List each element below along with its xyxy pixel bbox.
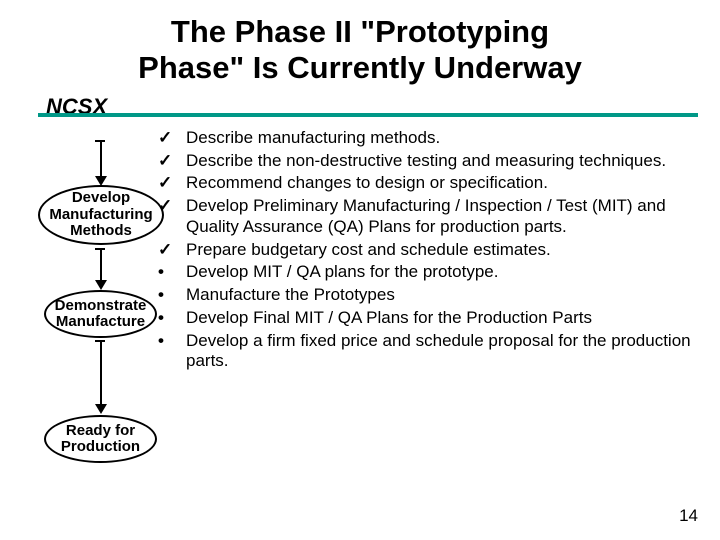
arrow-head-3 xyxy=(95,404,107,414)
slide-title: The Phase II "Prototyping Phase" Is Curr… xyxy=(0,0,720,85)
bullet-text: Prepare budgetary cost and schedule esti… xyxy=(186,240,694,261)
bullet-item: ✓Describe manufacturing methods. xyxy=(158,128,694,149)
bullet-text: Recommend changes to design or specifica… xyxy=(186,173,694,194)
flow-node-2: DemonstrateManufacture xyxy=(44,290,157,338)
bullet-text: Manufacture the Prototypes xyxy=(186,285,694,306)
bullet-text: Develop Preliminary Manufacturing / Insp… xyxy=(186,196,694,237)
bullet-text: Develop a firm fixed price and schedule … xyxy=(186,331,694,372)
bullet-item: ✓Describe the non-destructive testing an… xyxy=(158,151,694,172)
bullet-item: •Develop a firm fixed price and schedule… xyxy=(158,331,694,372)
bullet-item: •Manufacture the Prototypes xyxy=(158,285,694,306)
check-icon: ✓ xyxy=(158,128,186,149)
bullet-item: ✓Recommend changes to design or specific… xyxy=(158,173,694,194)
title-line-2: Phase" Is Currently Underway xyxy=(0,50,720,86)
bullet-list: ✓Describe manufacturing methods.✓Describ… xyxy=(158,128,694,374)
bullet-text: Develop Final MIT / QA Plans for the Pro… xyxy=(186,308,694,329)
check-icon: ✓ xyxy=(158,151,186,172)
bullet-item: ✓Prepare budgetary cost and schedule est… xyxy=(158,240,694,261)
arrow-head-1 xyxy=(95,176,107,186)
arrow-shaft-1 xyxy=(100,140,102,178)
bullet-item: •Develop Final MIT / QA Plans for the Pr… xyxy=(158,308,694,329)
bullet-text: Describe manufacturing methods. xyxy=(186,128,694,149)
page-number: 14 xyxy=(679,506,698,526)
flow-node-3: Ready forProduction xyxy=(44,415,157,463)
bullet-icon: • xyxy=(158,262,186,283)
bullet-icon: • xyxy=(158,331,186,352)
arrow-shaft-3 xyxy=(100,340,102,406)
check-icon: ✓ xyxy=(158,240,186,261)
title-rule xyxy=(38,113,698,117)
bullet-icon: • xyxy=(158,285,186,306)
flow-node-1: DevelopManufacturingMethods xyxy=(38,185,164,245)
title-line-1: The Phase II "Prototyping xyxy=(0,14,720,50)
bullet-icon: • xyxy=(158,308,186,329)
bullet-item: •Develop MIT / QA plans for the prototyp… xyxy=(158,262,694,283)
bullet-text: Develop MIT / QA plans for the prototype… xyxy=(186,262,694,283)
check-icon: ✓ xyxy=(158,173,186,194)
bullet-item: ✓Develop Preliminary Manufacturing / Ins… xyxy=(158,196,694,237)
arrow-head-2 xyxy=(95,280,107,290)
bullet-text: Describe the non-destructive testing and… xyxy=(186,151,694,172)
arrow-shaft-2 xyxy=(100,248,102,282)
